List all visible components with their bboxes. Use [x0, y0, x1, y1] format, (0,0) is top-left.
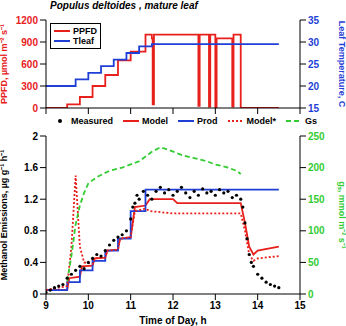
html-text:Gs: Gs: [305, 116, 318, 126]
svg-text:11: 11: [125, 300, 136, 311]
svg-text:0.4: 0.4: [24, 257, 38, 268]
svg-text:0: 0: [308, 289, 314, 300]
svg-text:14: 14: [252, 300, 264, 311]
svg-text:Time of Day, h: Time of Day, h: [139, 315, 206, 326]
html-text:PPFD: PPFD: [73, 26, 97, 36]
html-text:Model*: Model*: [246, 116, 277, 126]
svg-text:35: 35: [308, 15, 320, 26]
svg-text:0: 0: [32, 103, 38, 114]
svg-text:0: 0: [32, 289, 38, 300]
html-text:Model: Model: [142, 116, 168, 126]
html-text:Measured: Measured: [71, 116, 113, 126]
svg-text:0.8: 0.8: [24, 225, 38, 236]
html-text:Tleaf: Tleaf: [73, 36, 94, 46]
svg-text:1.2: 1.2: [24, 194, 38, 205]
svg-text:10: 10: [83, 300, 95, 311]
svg-text:50: 50: [308, 257, 320, 268]
svg-text:30: 30: [308, 37, 320, 48]
svg-text:gₛ, mmol m⁻² s⁻¹: gₛ, mmol m⁻² s⁻¹: [337, 181, 338, 249]
svg-text:200: 200: [308, 162, 325, 173]
svg-text:150: 150: [308, 194, 325, 205]
svg-text:Methanol Emissions, µg g⁻¹ h⁻¹: Methanol Emissions, µg g⁻¹ h⁻¹: [8, 150, 9, 281]
svg-text:25: 25: [308, 59, 320, 70]
svg-text:PPFD, µmol m⁻² s⁻¹: PPFD, µmol m⁻² s⁻¹: [8, 24, 9, 104]
svg-text:900: 900: [21, 37, 38, 48]
svg-text:15: 15: [294, 300, 306, 311]
svg-text:250: 250: [308, 131, 325, 142]
svg-text:9: 9: [43, 300, 49, 311]
svg-text:1200: 1200: [16, 15, 39, 26]
svg-text:15: 15: [308, 103, 320, 114]
svg-text:Leaf Temperature, C: Leaf Temperature, C: [337, 21, 338, 108]
svg-text:100: 100: [308, 225, 325, 236]
html-text:Prod: Prod: [197, 116, 218, 126]
svg-text:20: 20: [308, 81, 320, 92]
svg-text:600: 600: [21, 59, 38, 70]
svg-text:2: 2: [32, 131, 38, 142]
svg-text:300: 300: [21, 81, 38, 92]
svg-text:13: 13: [210, 300, 222, 311]
html-text:Populus deltoides , mature lea: Populus deltoides , mature leaf: [50, 0, 198, 11]
svg-text:1.6: 1.6: [24, 162, 38, 173]
svg-text:12: 12: [167, 300, 179, 311]
